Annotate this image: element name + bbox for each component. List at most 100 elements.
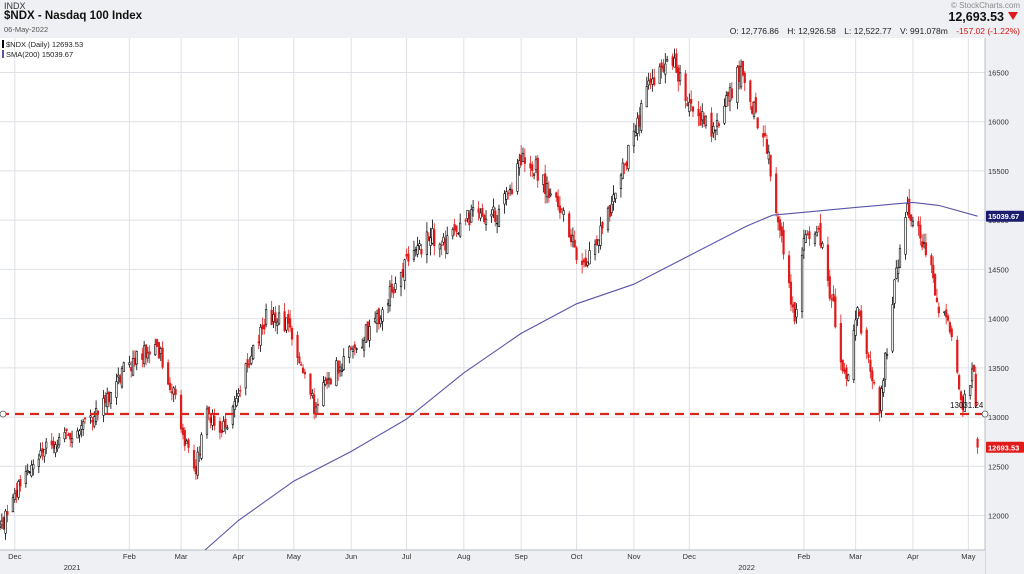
candle-up: [200, 434, 203, 459]
candle-up: [196, 451, 199, 476]
candle-down: [677, 67, 680, 82]
candle-up: [109, 392, 112, 404]
candle-up: [651, 78, 654, 85]
candle-up: [285, 317, 288, 331]
candle-down: [789, 281, 793, 305]
candle-up: [508, 188, 512, 191]
candle-down: [41, 448, 44, 453]
candle-up: [222, 420, 225, 432]
candle-up: [250, 355, 253, 364]
candle-down: [865, 329, 868, 355]
candle-down: [860, 310, 863, 334]
candle-up: [429, 237, 432, 246]
candle-up: [63, 432, 66, 440]
y-axis-panel: [985, 38, 1024, 574]
candle-down: [510, 189, 514, 195]
x-tick-label: Oct: [571, 552, 584, 561]
candle-up: [78, 430, 81, 436]
candle-down: [209, 417, 212, 423]
high-value: H: 12,926.58: [787, 26, 836, 36]
candle-up: [11, 497, 15, 512]
candle-down: [270, 309, 273, 325]
candle-up: [640, 103, 643, 131]
y-axis-marker: [986, 441, 1024, 453]
candle-down: [671, 56, 674, 66]
candle-up: [664, 63, 667, 75]
support-left-handle[interactable]: [0, 410, 7, 418]
candle-down: [309, 373, 312, 395]
candle-up: [599, 225, 602, 246]
candle-down: [584, 257, 587, 267]
candle-down: [468, 212, 471, 226]
candle-up: [497, 208, 501, 228]
candle-up: [211, 413, 214, 426]
candle-down: [558, 205, 562, 213]
candle-up: [457, 232, 460, 235]
candle-down: [130, 367, 133, 372]
candle-down: [808, 231, 811, 240]
candle-down: [220, 429, 223, 434]
candle-down: [547, 188, 550, 198]
candle-up: [93, 416, 96, 427]
candle-up: [0, 520, 3, 526]
candle-up: [725, 95, 728, 107]
candle-up: [821, 243, 824, 248]
candle-down: [573, 239, 576, 248]
candle-down: [104, 395, 107, 404]
candle-up: [715, 120, 719, 127]
candle-up: [621, 162, 624, 179]
candle-down: [303, 372, 307, 375]
candle-down: [780, 226, 783, 236]
y-tick-label: 16500: [988, 68, 1009, 77]
candle-down: [958, 375, 961, 390]
candle-up: [70, 438, 74, 443]
candle-down: [763, 132, 767, 136]
candle-down: [353, 344, 356, 349]
candle-up: [496, 222, 499, 225]
candle-up: [813, 233, 817, 244]
candle-up: [276, 321, 279, 326]
plot-area[interactable]: [0, 38, 985, 550]
candle-down: [2, 517, 5, 530]
candle-up: [815, 231, 818, 237]
candle-up: [226, 427, 229, 430]
candle-up: [431, 228, 434, 244]
candle-up: [185, 440, 188, 444]
price-chart[interactable]: 1200012500130001350014000145001500015500…: [0, 38, 1024, 574]
candle-up: [673, 57, 676, 68]
candle-up: [658, 66, 661, 84]
candle-up: [135, 351, 138, 365]
y-tick-label: 15500: [988, 167, 1009, 176]
candle-down: [455, 225, 458, 233]
candle-down: [366, 321, 369, 341]
x-year-label: 2022: [738, 563, 755, 572]
candle-up: [943, 311, 946, 314]
candle-up: [324, 379, 327, 386]
candle-up: [237, 393, 240, 397]
candle-down: [601, 222, 604, 229]
y-axis-marker: [986, 210, 1024, 222]
candle-down: [917, 221, 920, 227]
candle-up: [17, 481, 20, 498]
candle-up: [451, 229, 454, 237]
candle-up: [379, 318, 382, 325]
candle-up: [645, 86, 648, 108]
candle-up: [593, 244, 597, 255]
candle-down: [608, 205, 611, 217]
open-value: O: 12,776.86: [729, 26, 779, 36]
candle-up: [58, 437, 61, 446]
candle-down: [974, 373, 977, 407]
candle-down: [649, 78, 652, 83]
candle-down: [83, 417, 87, 420]
candle-down: [730, 88, 733, 99]
candle-up: [516, 163, 519, 192]
support-right-handle[interactable]: [981, 410, 989, 418]
candle-up: [244, 363, 247, 389]
candle-down: [392, 289, 395, 294]
candle-up: [446, 235, 449, 254]
candle-up: [375, 313, 379, 324]
candle-down: [778, 219, 781, 231]
candle-up: [13, 493, 16, 500]
candle-down: [830, 298, 833, 300]
x-tick-label: Mar: [175, 552, 188, 561]
